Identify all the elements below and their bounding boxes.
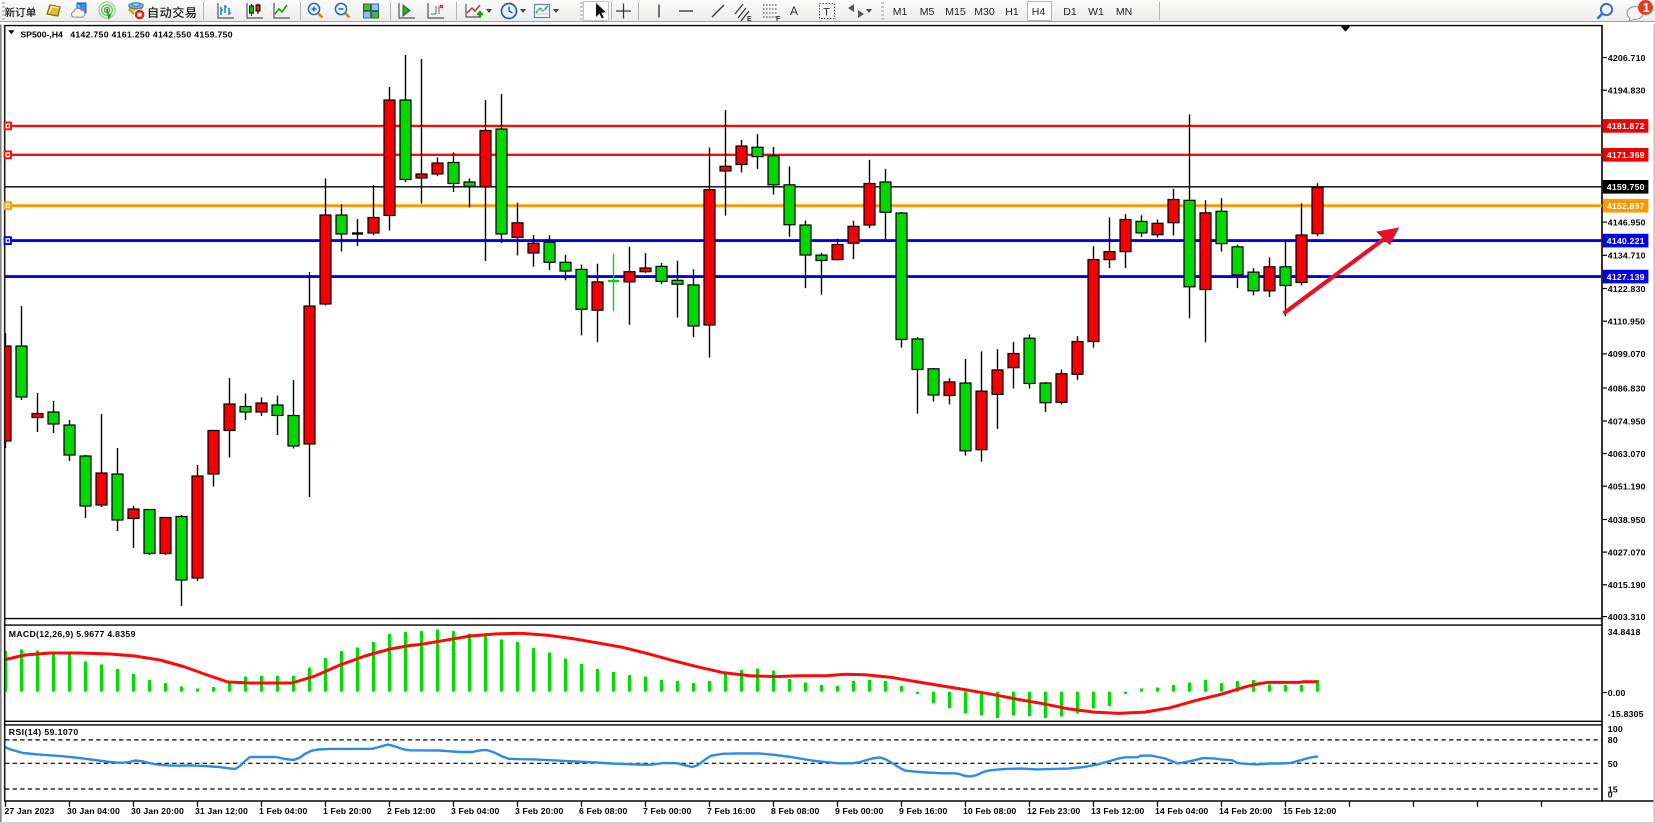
svg-text:4152.897: 4152.897 [1607, 201, 1645, 211]
svg-text:3 Feb 20:00: 3 Feb 20:00 [515, 806, 563, 816]
svg-text:9 Feb 00:00: 9 Feb 00:00 [835, 806, 883, 816]
svg-text:7 Feb 16:00: 7 Feb 16:00 [707, 806, 755, 816]
svg-text:1: 1 [1643, 1, 1650, 15]
svg-text:0.00: 0.00 [1608, 688, 1626, 698]
svg-text:4142.750 4161.250 4142.550 415: 4142.750 4161.250 4142.550 4159.750 [70, 29, 233, 39]
svg-text:4181.872: 4181.872 [1607, 121, 1645, 131]
svg-text:4099.070: 4099.070 [1608, 349, 1646, 359]
svg-text:4074.950: 4074.950 [1608, 416, 1646, 426]
svg-text:8 Feb 08:00: 8 Feb 08:00 [771, 806, 819, 816]
svg-text:4134.710: 4134.710 [1608, 251, 1646, 261]
svg-text:34.8418: 34.8418 [1608, 627, 1641, 637]
svg-text:15 Feb 12:00: 15 Feb 12:00 [1283, 806, 1336, 816]
svg-text:2 Feb 12:00: 2 Feb 12:00 [387, 806, 435, 816]
svg-text:31 Jan 12:00: 31 Jan 12:00 [195, 806, 248, 816]
svg-text:80: 80 [1608, 735, 1618, 745]
svg-text:1 Feb 20:00: 1 Feb 20:00 [323, 806, 371, 816]
svg-text:50: 50 [1608, 759, 1618, 769]
svg-text:4146.950: 4146.950 [1608, 217, 1646, 227]
svg-text:T: T [823, 7, 830, 19]
svg-text:4159.750: 4159.750 [1607, 182, 1645, 192]
svg-text:4063.070: 4063.070 [1608, 449, 1646, 459]
svg-text:100: 100 [1608, 724, 1623, 734]
svg-text:4206.710: 4206.710 [1608, 53, 1646, 63]
svg-text:6 Feb 08:00: 6 Feb 08:00 [579, 806, 627, 816]
svg-text:3 Feb 04:00: 3 Feb 04:00 [451, 806, 499, 816]
svg-text:9 Feb 16:00: 9 Feb 16:00 [899, 806, 947, 816]
svg-text:4027.070: 4027.070 [1608, 547, 1646, 557]
svg-text:10 Feb 08:00: 10 Feb 08:00 [963, 806, 1016, 816]
svg-text:4086.830: 4086.830 [1608, 383, 1646, 393]
svg-text:4122.830: 4122.830 [1608, 284, 1646, 294]
svg-text:-15.8305: -15.8305 [1608, 709, 1644, 719]
svg-text:E: E [747, 16, 752, 23]
svg-text:1 Feb 04:00: 1 Feb 04:00 [259, 806, 307, 816]
svg-text:30 Jan 20:00: 30 Jan 20:00 [131, 806, 184, 816]
svg-text:4051.190: 4051.190 [1608, 482, 1646, 492]
svg-text:30 Jan 04:00: 30 Jan 04:00 [67, 806, 120, 816]
svg-text:14 Feb 04:00: 14 Feb 04:00 [1155, 806, 1208, 816]
svg-text:F: F [776, 16, 781, 23]
svg-text:RSI(14) 59.1070: RSI(14) 59.1070 [9, 727, 79, 737]
svg-text:4110.950: 4110.950 [1608, 317, 1645, 327]
svg-text:4171.369: 4171.369 [1607, 150, 1645, 160]
svg-text:15: 15 [1608, 785, 1618, 795]
svg-text:12 Feb 23:00: 12 Feb 23:00 [1027, 806, 1080, 816]
svg-text:4194.830: 4194.830 [1608, 86, 1646, 96]
svg-text:27 Jan 2023: 27 Jan 2023 [5, 806, 55, 816]
svg-text:0: 0 [1608, 790, 1613, 800]
svg-text:MACD(12,26,9) 5.9677 4.8359: MACD(12,26,9) 5.9677 4.8359 [9, 629, 136, 639]
svg-text:4015.190: 4015.190 [1608, 580, 1646, 590]
svg-text:4003.310: 4003.310 [1608, 612, 1646, 622]
svg-text:14 Feb 20:00: 14 Feb 20:00 [1219, 806, 1272, 816]
svg-text:SP500-,H4: SP500-,H4 [20, 29, 63, 39]
svg-text:4127.139: 4127.139 [1607, 272, 1645, 282]
svg-text:4140.221: 4140.221 [1607, 236, 1645, 246]
svg-text:4038.950: 4038.950 [1608, 515, 1646, 525]
svg-text:7 Feb 00:00: 7 Feb 00:00 [643, 806, 691, 816]
svg-text:13 Feb 12:00: 13 Feb 12:00 [1091, 806, 1144, 816]
